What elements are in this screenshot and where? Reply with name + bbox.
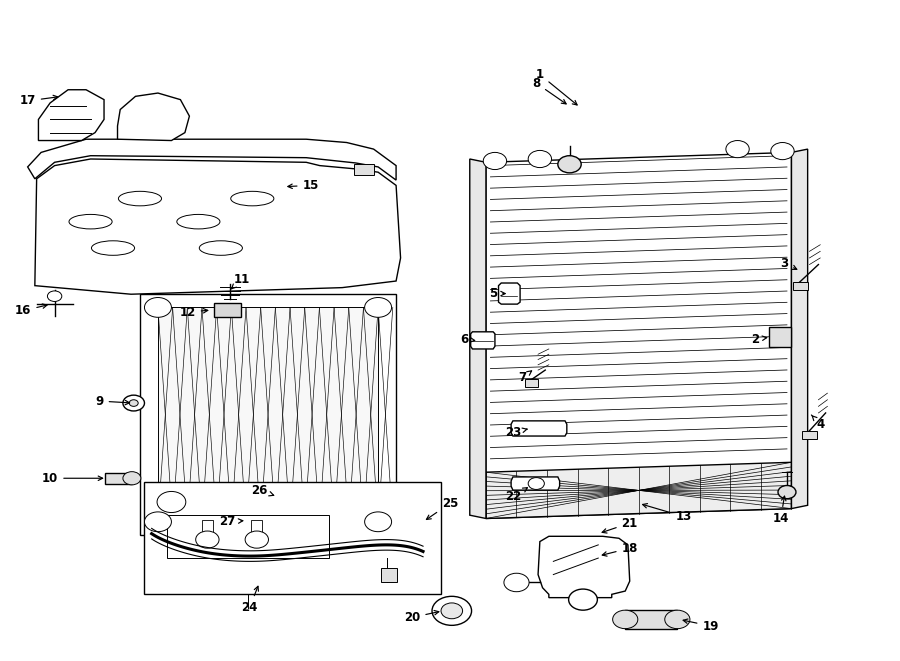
Circle shape [130,400,139,407]
Bar [802,432,816,440]
Circle shape [195,531,219,548]
Polygon shape [499,283,520,304]
Circle shape [528,151,552,168]
Circle shape [245,531,268,548]
Polygon shape [471,332,495,349]
Text: 14: 14 [772,496,789,525]
Text: 10: 10 [42,472,103,485]
Circle shape [123,395,145,411]
Bar [769,327,791,347]
Text: 15: 15 [288,179,319,192]
Circle shape [145,297,171,317]
Text: 4: 4 [812,415,824,431]
Text: 1: 1 [536,68,577,105]
Polygon shape [470,159,486,518]
Polygon shape [28,139,396,180]
Text: 13: 13 [643,504,692,523]
Text: 23: 23 [505,426,527,440]
Text: 7: 7 [518,371,532,385]
Circle shape [558,156,581,173]
Text: 25: 25 [427,497,458,520]
Circle shape [726,141,749,158]
Text: 20: 20 [404,611,439,624]
Circle shape [158,491,185,512]
Text: 2: 2 [752,332,767,346]
Text: 17: 17 [20,95,58,108]
Circle shape [145,512,171,531]
Text: 26: 26 [251,484,274,496]
Bar [354,164,373,175]
Polygon shape [158,307,378,522]
Text: 27: 27 [219,516,243,528]
Text: 21: 21 [602,517,638,533]
Text: 5: 5 [489,287,505,300]
Bar [145,483,441,594]
Circle shape [364,297,392,317]
Circle shape [613,610,638,629]
Polygon shape [39,90,104,141]
Text: 19: 19 [683,619,719,633]
Circle shape [569,589,598,610]
Polygon shape [791,149,807,508]
Text: 24: 24 [241,586,258,614]
Circle shape [778,486,796,498]
Bar [166,515,328,558]
Text: 16: 16 [15,304,47,317]
Circle shape [483,153,507,170]
Polygon shape [538,536,630,598]
Circle shape [528,478,544,489]
Circle shape [364,512,392,531]
Polygon shape [511,477,560,490]
Polygon shape [511,421,567,436]
Text: 9: 9 [95,395,130,408]
Bar [213,303,240,317]
Text: 18: 18 [602,541,638,556]
Bar [626,610,678,629]
Bar [251,520,262,533]
Bar [793,282,807,290]
Text: 8: 8 [532,77,566,104]
Polygon shape [118,93,189,141]
Text: 3: 3 [780,256,796,270]
Polygon shape [486,462,791,518]
Circle shape [123,472,141,485]
Circle shape [48,291,62,301]
Circle shape [432,596,472,625]
Bar [381,568,397,582]
Circle shape [504,573,529,592]
Bar [526,379,538,387]
Polygon shape [486,153,791,518]
Polygon shape [35,159,401,294]
Circle shape [770,143,794,160]
Text: 22: 22 [505,488,527,503]
Circle shape [665,610,690,629]
Bar [202,520,212,533]
Text: 12: 12 [179,305,208,319]
Bar [105,473,132,484]
Circle shape [441,603,463,619]
Text: 11: 11 [231,272,249,289]
Polygon shape [140,294,396,535]
Text: 6: 6 [460,332,475,346]
